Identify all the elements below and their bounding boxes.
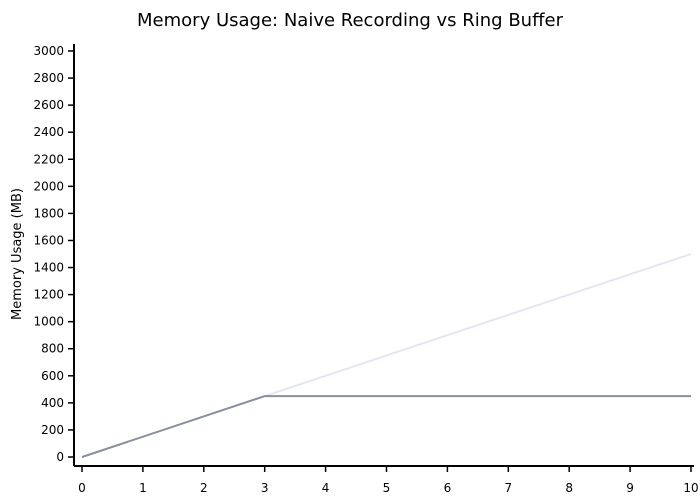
x-tick-label: 10 <box>683 481 698 495</box>
y-tick-label: 0 <box>56 450 64 464</box>
x-tick-label: 6 <box>444 481 452 495</box>
x-tick-label: 8 <box>565 481 573 495</box>
y-tick-label: 800 <box>41 342 64 356</box>
y-tick-label: 2600 <box>33 98 64 112</box>
x-tick-label: 1 <box>139 481 147 495</box>
x-tick-label: 7 <box>504 481 512 495</box>
y-tick-label: 2000 <box>33 179 64 193</box>
y-tick-label: 2200 <box>33 152 64 166</box>
y-tick-label: 200 <box>41 423 64 437</box>
chart-title: Memory Usage: Naive Recording vs Ring Bu… <box>137 10 564 31</box>
y-tick-label: 2400 <box>33 125 64 139</box>
y-axis-label: Memory Usage (MB) <box>10 188 25 320</box>
x-tick-label: 3 <box>261 481 269 495</box>
y-tick-label: 400 <box>41 396 64 410</box>
x-tick-label: 2 <box>200 481 208 495</box>
x-tick-label: 0 <box>78 481 86 495</box>
y-tick-label: 600 <box>41 369 64 383</box>
y-tick-label: 1800 <box>33 206 64 220</box>
y-tick-label: 1000 <box>33 315 64 329</box>
x-tick-label: 9 <box>626 481 634 495</box>
x-tick-label: 4 <box>322 481 330 495</box>
axes: 0 200 400 600 800 1000 1200 1400 1600 1800 2000 220… <box>33 44 699 495</box>
series-layer <box>81 253 692 458</box>
series-line-2 <box>81 395 691 458</box>
x-tick-label: 5 <box>383 481 391 495</box>
y-tick-label: 1400 <box>33 261 64 275</box>
y-tick-label: 3000 <box>33 44 64 58</box>
y-tick-label: 1200 <box>33 288 64 302</box>
y-tick-label: 1600 <box>33 233 64 247</box>
y-tick-label: 2800 <box>33 71 64 85</box>
